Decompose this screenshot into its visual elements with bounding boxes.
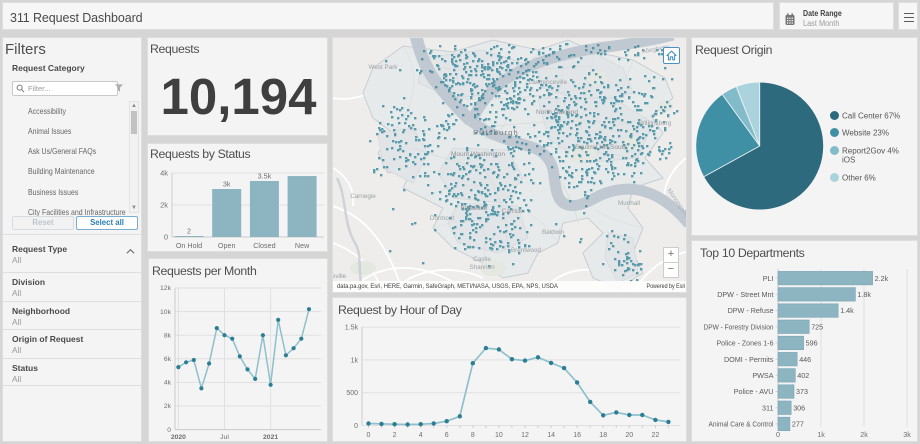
svg-text:3k: 3k	[223, 180, 231, 189]
svg-text:2.2k: 2.2k	[875, 274, 889, 283]
svg-text:311: 311	[762, 403, 773, 412]
svg-text:20: 20	[625, 432, 633, 439]
svg-text:12: 12	[521, 432, 529, 439]
svg-text:10: 10	[495, 432, 503, 439]
svg-text:Open: Open	[218, 241, 236, 250]
svg-text:2: 2	[393, 432, 397, 439]
svg-text:Mount Washington: Mount Washington	[451, 151, 505, 158]
svg-text:Police - AVU: Police - AVU	[734, 387, 774, 396]
svg-text:500: 500	[346, 390, 358, 397]
svg-text:6: 6	[445, 432, 449, 439]
svg-text:14: 14	[547, 432, 555, 439]
svg-text:Squirrel Hill South: Squirrel Hill South	[575, 144, 627, 151]
svg-text:596: 596	[806, 339, 818, 348]
svg-text:1.8k: 1.8k	[857, 290, 871, 299]
svg-text:0: 0	[164, 233, 168, 242]
svg-text:0: 0	[354, 423, 358, 430]
svg-text:Shannon: Shannon	[469, 264, 495, 271]
svg-text:Carrick: Carrick	[502, 208, 523, 215]
svg-text:1.5k: 1.5k	[345, 325, 359, 332]
svg-text:DPW - Refuse: DPW - Refuse	[728, 306, 774, 315]
svg-text:Closed: Closed	[253, 241, 275, 250]
svg-text:0: 0	[167, 427, 171, 434]
svg-text:402: 402	[797, 371, 809, 380]
svg-text:eville: eville	[333, 273, 347, 280]
svg-text:2020: 2020	[171, 434, 186, 441]
svg-text:0: 0	[367, 432, 371, 439]
svg-text:2: 2	[187, 227, 191, 236]
svg-text:3.5k: 3.5k	[258, 172, 272, 181]
svg-text:Lawrenceville: Lawrenceville	[529, 79, 568, 86]
svg-text:Report2Gov 4%: Report2Gov 4%	[842, 147, 899, 156]
svg-text:Animal Care & Control: Animal Care & Control	[709, 420, 774, 429]
svg-text:8k: 8k	[164, 332, 172, 339]
svg-text:6k: 6k	[164, 356, 172, 363]
svg-text:16: 16	[573, 432, 581, 439]
svg-text:277: 277	[792, 420, 804, 429]
svg-text:DPW - Street Mnt: DPW - Street Mnt	[717, 290, 773, 299]
svg-text:iOS: iOS	[842, 156, 855, 165]
svg-text:Castle: Castle	[473, 256, 491, 263]
svg-text:PWSA: PWSA	[752, 371, 773, 380]
svg-text:1.4k: 1.4k	[840, 306, 854, 315]
svg-text:PLI: PLI	[763, 274, 774, 283]
svg-text:Dormont: Dormont	[430, 215, 454, 222]
svg-text:New: New	[295, 241, 310, 250]
svg-text:Brentwood: Brentwood	[511, 247, 542, 254]
svg-text:DOMI - Permits: DOMI - Permits	[724, 355, 774, 364]
svg-text:Pittsburgh: Pittsburgh	[473, 128, 519, 137]
svg-text:2k: 2k	[164, 403, 172, 410]
svg-text:306: 306	[793, 403, 805, 412]
svg-text:1k: 1k	[817, 430, 825, 439]
svg-text:Jul: Jul	[220, 434, 229, 441]
svg-text:3k: 3k	[903, 430, 911, 439]
svg-text:Wilkinsburg: Wilkinsburg	[639, 120, 672, 127]
svg-text:4k: 4k	[164, 380, 172, 387]
svg-text:18: 18	[599, 432, 607, 439]
svg-text:22: 22	[652, 432, 660, 439]
svg-text:Carnegie: Carnegie	[350, 193, 376, 200]
svg-text:0: 0	[776, 430, 780, 439]
svg-text:West Park: West Park	[369, 64, 399, 71]
svg-text:On Hold: On Hold	[176, 241, 202, 250]
svg-text:4: 4	[419, 432, 423, 439]
svg-text:2k: 2k	[860, 430, 868, 439]
svg-text:Call Center 67%: Call Center 67%	[842, 112, 900, 121]
svg-text:12k: 12k	[160, 285, 172, 292]
svg-text:Baldwin: Baldwin	[542, 229, 565, 236]
svg-text:DPW - Forestry Division: DPW - Forestry Division	[704, 323, 774, 332]
svg-text:4k: 4k	[160, 169, 168, 178]
svg-text:2021: 2021	[263, 434, 278, 441]
svg-text:1k: 1k	[351, 357, 359, 364]
svg-text:373: 373	[796, 387, 808, 396]
svg-text:725: 725	[811, 323, 823, 332]
svg-text:446: 446	[799, 355, 811, 364]
svg-text:Brookline: Brookline	[460, 205, 487, 212]
svg-text:2k: 2k	[160, 201, 168, 210]
svg-text:North Oakland: North Oakland	[536, 109, 578, 116]
svg-text:Munhall: Munhall	[618, 200, 640, 207]
svg-text:10k: 10k	[160, 309, 172, 316]
svg-text:Other 6%: Other 6%	[842, 174, 876, 183]
svg-text:Police - Zones 1-6: Police - Zones 1-6	[717, 339, 774, 348]
svg-text:Website 23%: Website 23%	[842, 129, 889, 138]
svg-text:8: 8	[471, 432, 475, 439]
